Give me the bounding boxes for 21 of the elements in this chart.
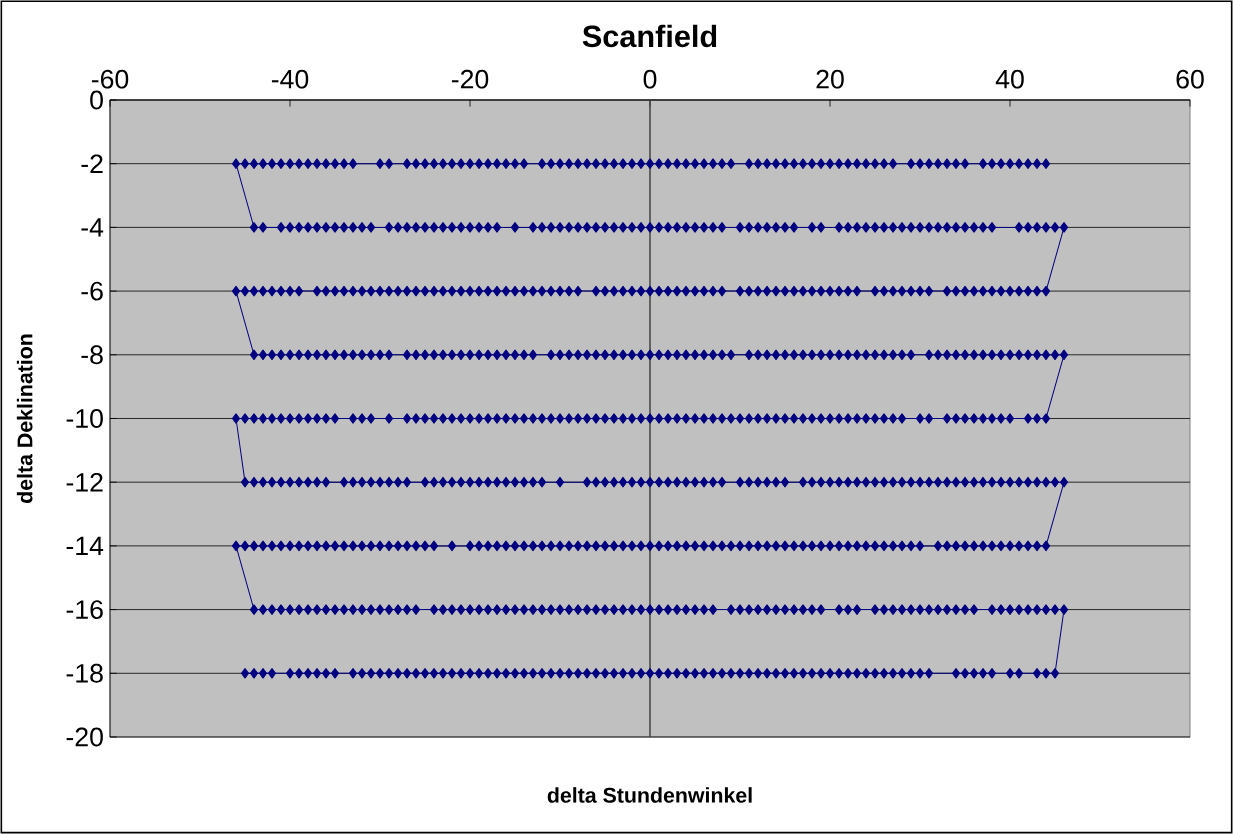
y-tick-label: 0 [90, 90, 103, 110]
x-tick-label: -60 [91, 69, 129, 89]
x-axis-title: delta Stundenwinkel [547, 787, 752, 803]
y-tick-label: -12 [66, 472, 103, 492]
y-tick-label: -2 [81, 154, 103, 173]
x-tick-label: -20 [451, 69, 489, 89]
chart-title: Scanfield [582, 24, 717, 48]
y-tick-label: -20 [66, 727, 103, 747]
y-axis-title: delta Deklination [16, 334, 33, 503]
y-tick-label: -16 [66, 600, 103, 620]
y-tick-label: -4 [81, 218, 104, 237]
y-tick-label: -6 [81, 281, 103, 301]
x-tick-label: 20 [816, 69, 844, 89]
y-tick-label: -10 [66, 409, 103, 428]
x-tick-label: 60 [1176, 69, 1204, 89]
y-tick-label: -14 [66, 536, 104, 556]
y-tick-label: -18 [66, 663, 103, 683]
x-tick-label: 40 [995, 69, 1024, 89]
y-tick-label: -8 [81, 345, 103, 365]
x-tick-label: -40 [271, 69, 309, 89]
x-tick-label: 0 [643, 69, 657, 89]
